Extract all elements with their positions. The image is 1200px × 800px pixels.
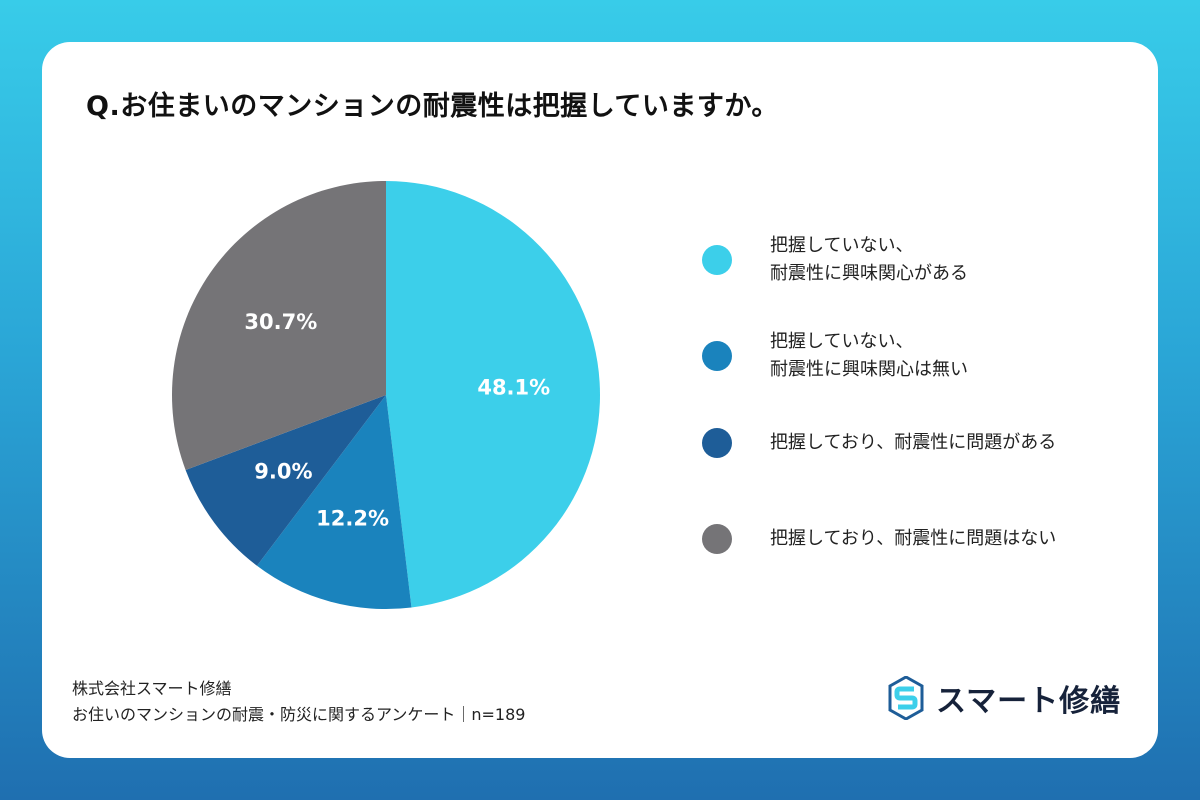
pie-slice-2 (256, 395, 412, 609)
survey-card: Q.お住まいのマンションの耐震性は把握していますか。 48.1% 12.2% 9.0… (42, 42, 1158, 758)
logo-text: スマート修繕 (936, 684, 1122, 719)
pie-slice-label-1: 48.1% (477, 375, 550, 399)
footer: 株式会社スマート修繕 お住いのマンションの耐震・防災に関するアンケート｜n=18… (72, 676, 525, 728)
legend-item-2: 把握していない、 耐震性に興味関心は無い (702, 328, 968, 384)
footer-company: 株式会社スマート修繕 (72, 679, 232, 698)
pie-chart: 48.1% 12.2%9.0% 30.7% (172, 181, 600, 609)
pie-slice-4 (172, 181, 386, 471)
legend-item-1: 把握していない、 耐震性に興味関心がある (702, 232, 968, 288)
chart-title: Q.お住まいのマンションの耐震性は把握していますか。 (86, 91, 779, 122)
legend-item-4: 把握しており、耐震性に問題はない (702, 524, 1056, 554)
legend-label: 把握していない、 耐震性に興味関心がある (770, 235, 968, 284)
legend-label: 把握していない、 耐震性に興味関心は無い (770, 331, 968, 380)
legend-swatch (702, 341, 732, 371)
s-hexagon-logo-icon (888, 676, 924, 720)
legend-label: 把握しており、耐震性に問題がある (770, 432, 1057, 453)
pie-slice-1 (386, 181, 600, 608)
pie-slice-label-3: 9.0% (254, 460, 312, 484)
footer-survey-info: お住いのマンションの耐震・防災に関するアンケート｜n=189 (72, 705, 526, 724)
legend-swatch (702, 428, 732, 458)
pie-slice-3 (185, 395, 386, 566)
pie-slice-label-4: 30.7% (244, 310, 317, 334)
legend-item-3: 把握しており、耐震性に問題がある (702, 428, 1056, 458)
legend-swatch (702, 524, 732, 554)
legend-swatch (702, 245, 732, 275)
pie-slice-label-2: 12.2% (316, 507, 389, 531)
company-logo: スマート修繕 (888, 676, 1121, 720)
legend-label: 把握しており、耐震性に問題はない (770, 528, 1057, 549)
